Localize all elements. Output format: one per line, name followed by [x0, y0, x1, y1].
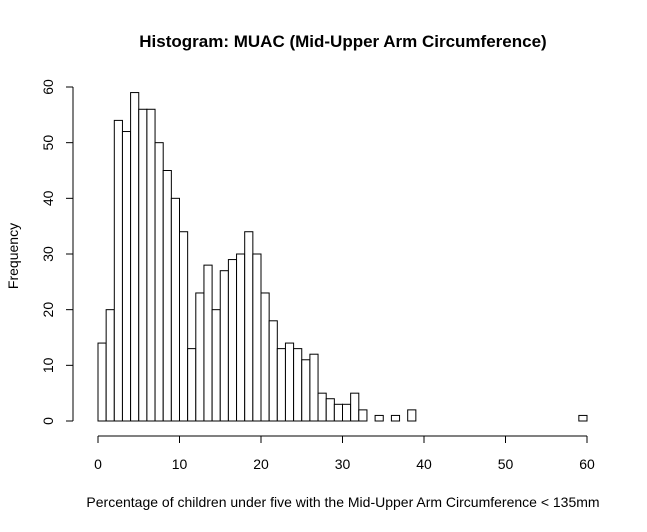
histogram-bar: [293, 348, 303, 422]
x-tick-label: 50: [498, 456, 514, 472]
histogram-bar: [333, 403, 344, 422]
y-tick-label: 20: [40, 302, 56, 318]
histogram-bar: [195, 292, 205, 422]
histogram-bar: [390, 414, 401, 422]
histogram-bar: [284, 342, 295, 422]
y-tick-label: 10: [40, 357, 56, 373]
x-tick-label: 10: [172, 456, 188, 472]
histogram-bar: [260, 292, 270, 422]
histogram-bar: [162, 170, 172, 422]
histogram-bar: [342, 403, 352, 422]
histogram-bar: [358, 409, 368, 422]
x-tick-label: 60: [579, 456, 595, 472]
histogram-bar: [374, 414, 384, 422]
histogram-bar: [252, 253, 262, 422]
histogram-bar: [146, 108, 156, 422]
histogram-bar: [138, 108, 148, 422]
x-tick-label: 40: [416, 456, 432, 472]
histogram-bar: [301, 359, 311, 422]
histogram-bar: [179, 231, 189, 422]
histogram-bar: [105, 309, 115, 422]
y-tick-label: 60: [40, 79, 56, 95]
histogram-bar: [227, 259, 238, 422]
bars-group: [97, 92, 588, 422]
histogram-bar: [97, 342, 107, 422]
histogram-bar: [578, 414, 588, 422]
x-axis: 0 10 20 30 40 50 60: [94, 435, 595, 472]
histogram-bar: [276, 348, 286, 422]
histogram-bar: [236, 253, 246, 422]
histogram-bar: [203, 264, 213, 422]
y-axis: 0 10 20 30 40 50 60: [40, 79, 74, 425]
histogram-bar: [350, 392, 360, 422]
histogram-bar: [407, 409, 417, 422]
y-axis-label: Frequency: [5, 223, 21, 289]
histogram-bar: [317, 392, 327, 422]
histogram-bar: [187, 348, 197, 422]
histogram-bar: [154, 142, 164, 422]
y-tick-label: 30: [40, 246, 56, 262]
x-tick-label: 30: [335, 456, 351, 472]
histogram-bar: [130, 92, 140, 422]
x-axis-label: Percentage of children under five with t…: [86, 494, 599, 510]
y-tick-label: 40: [40, 190, 56, 206]
x-tick-label: 0: [94, 456, 102, 472]
histogram-bar: [170, 197, 181, 422]
histogram-bar: [268, 320, 278, 422]
histogram-bar: [309, 353, 319, 422]
histogram-bar: [325, 398, 335, 422]
histogram-bar: [113, 119, 123, 422]
y-tick-label: 0: [40, 417, 56, 425]
histogram-bar: [211, 309, 221, 422]
histogram-bar: [244, 231, 254, 422]
histogram-bar: [219, 270, 229, 422]
chart-title: Histogram: MUAC (Mid-Upper Arm Circumfer…: [139, 32, 546, 51]
x-tick-label: 20: [253, 456, 269, 472]
y-tick-label: 50: [40, 135, 56, 151]
histogram-bar: [121, 131, 132, 422]
